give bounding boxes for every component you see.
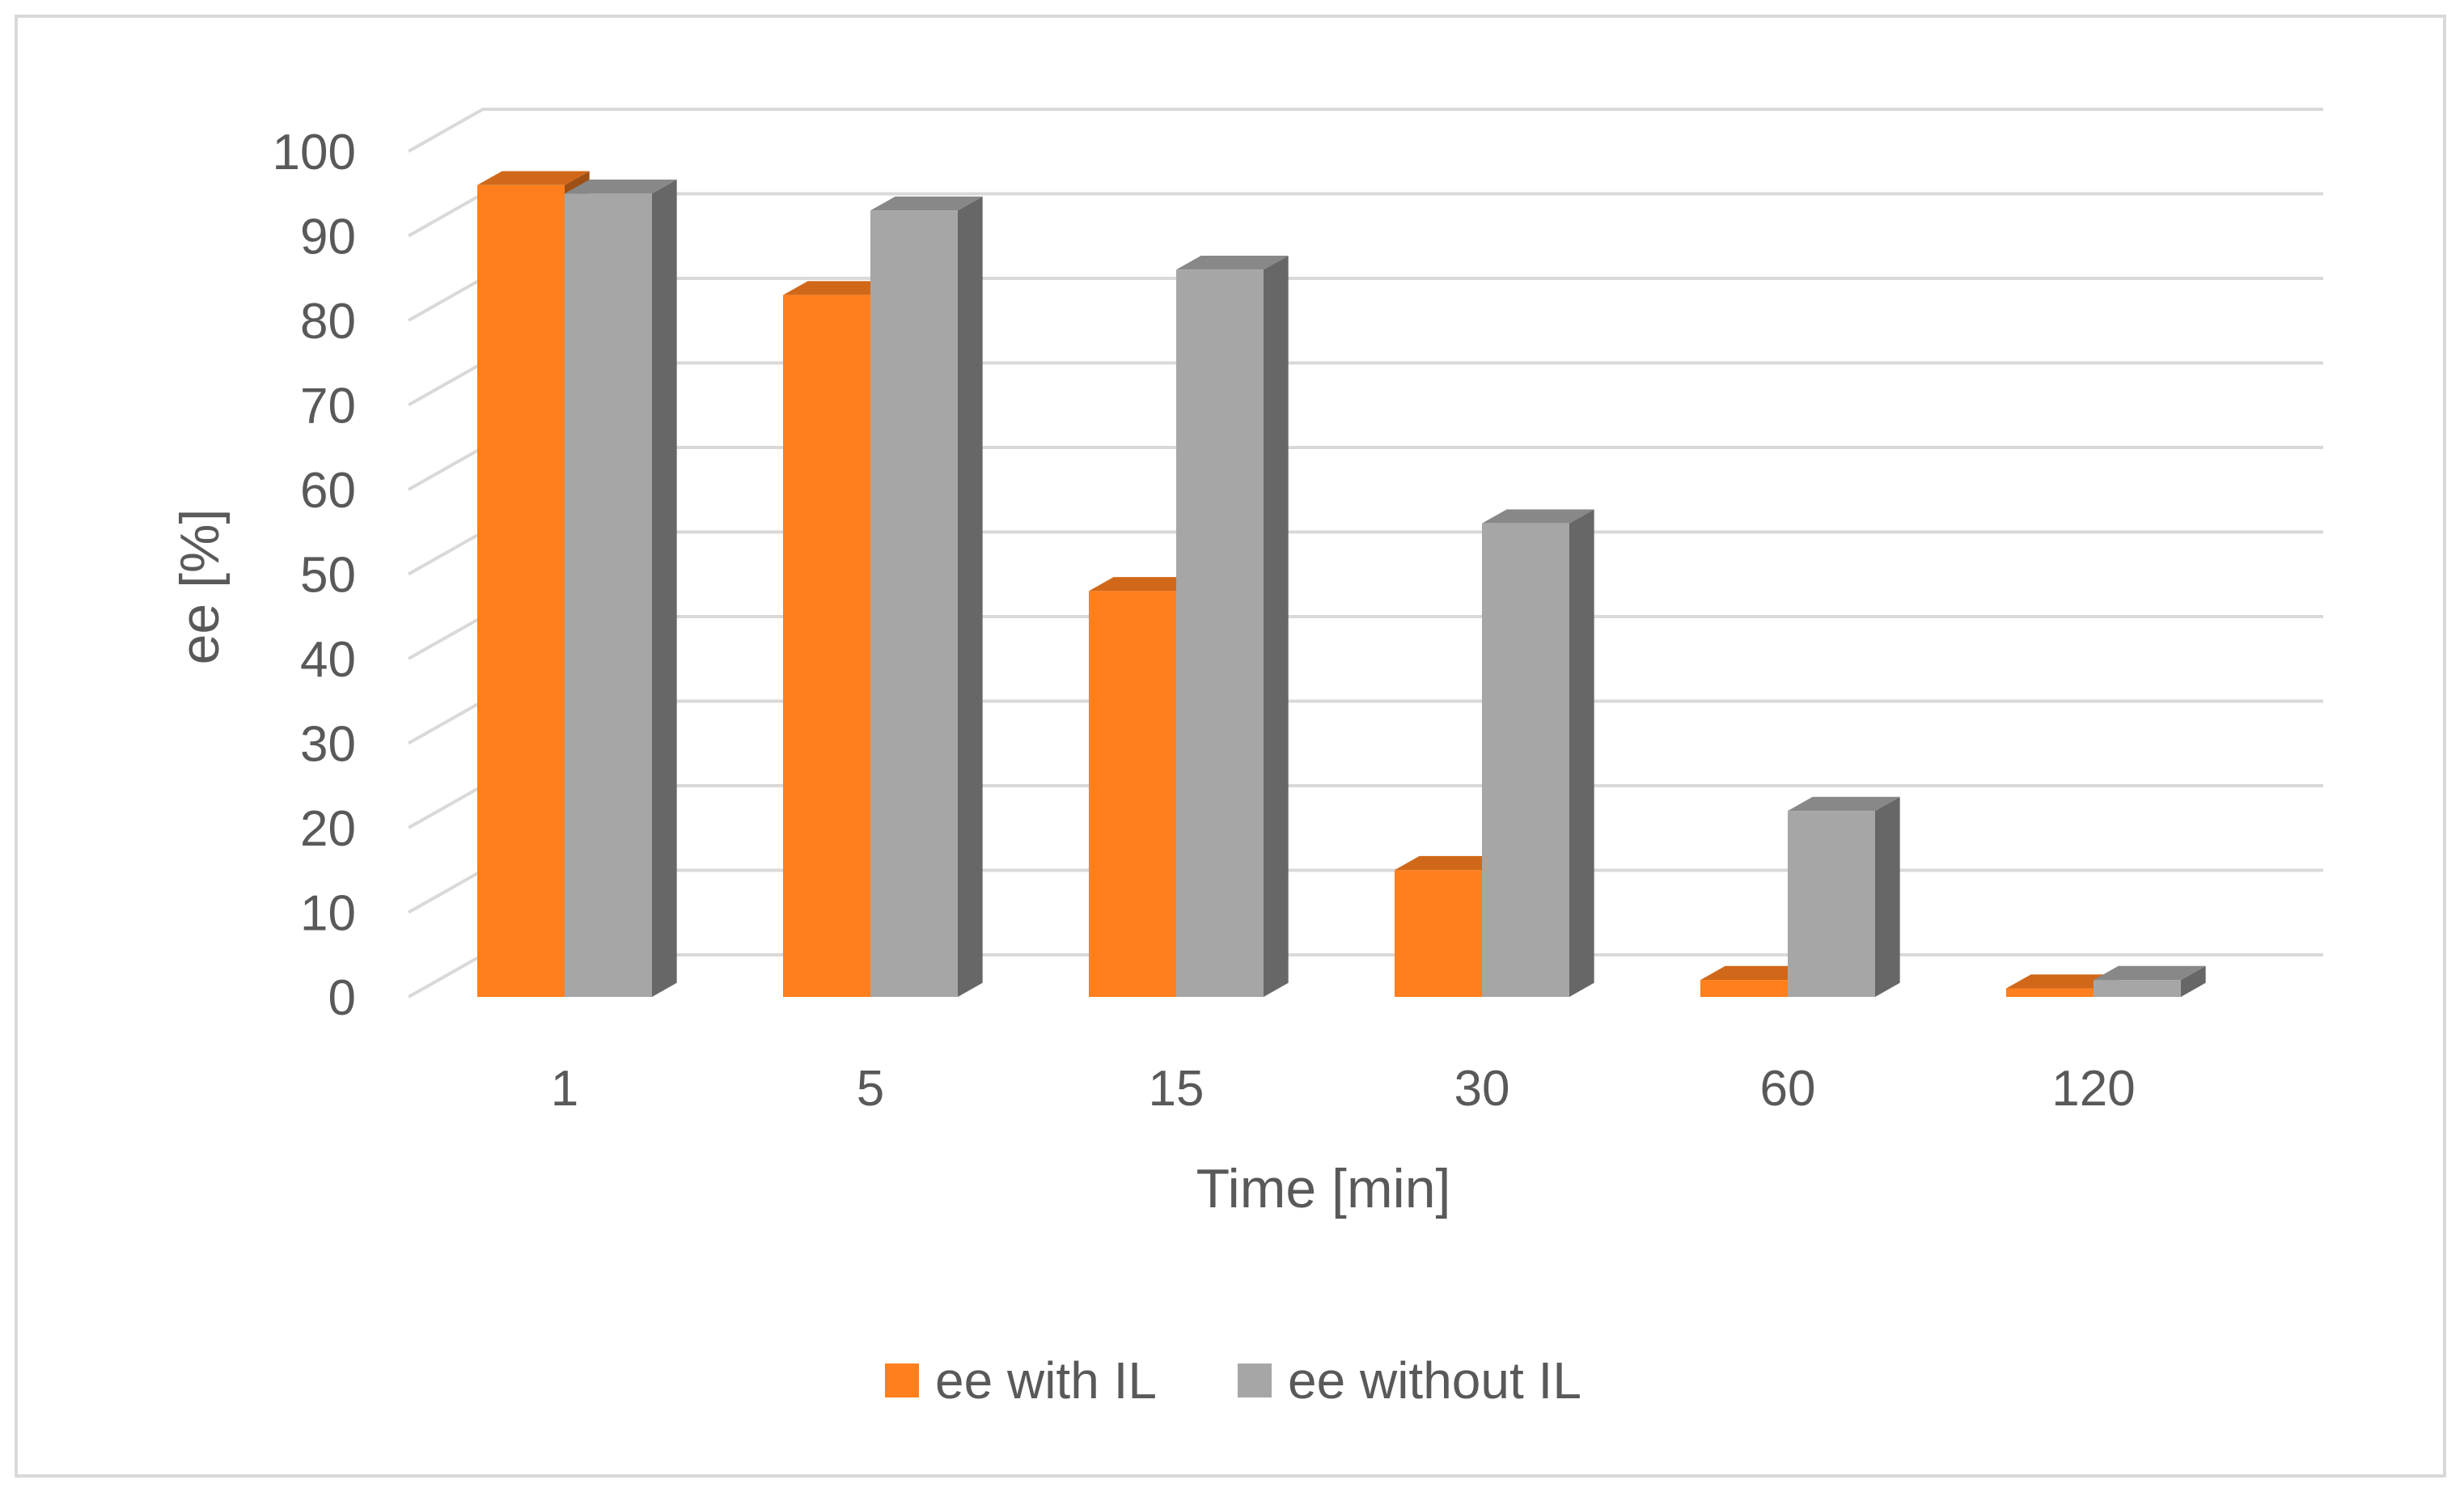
bar-side-face [652, 179, 677, 997]
bar-side-face [1264, 255, 1289, 997]
y-tick-label: 30 [300, 717, 356, 773]
y-tick-label: 20 [300, 801, 356, 857]
x-tick-label: 1 [551, 1061, 578, 1117]
bar-top-face [1089, 577, 1201, 592]
x-tick-label: 60 [1760, 1061, 1816, 1117]
gridline [408, 446, 2323, 491]
bar-top-face [477, 171, 590, 185]
bar-front-face [783, 295, 870, 997]
y-axis-ticks: 0 10 20 30 40 50 60 70 80 90 100 [273, 125, 356, 1026]
bar-front-face [1089, 591, 1176, 997]
gridline [408, 192, 2323, 238]
gridline [408, 277, 2323, 322]
x-axis-ticks: 1 5 15 30 60 120 [551, 1061, 2136, 1117]
bar [2094, 965, 2206, 997]
x-tick-label: 120 [2051, 1061, 2135, 1117]
legend-label: ee without IL [1288, 1351, 1581, 1410]
bar-front-face [1395, 870, 1482, 997]
legend-item: ee without IL [1238, 1351, 1581, 1410]
legend-item: ee with IL [885, 1351, 1157, 1410]
bar-front-face [1700, 980, 1788, 997]
legend: ee with IL ee without IL [885, 1351, 1581, 1410]
bar-front-face [870, 210, 958, 997]
gridline [408, 108, 2323, 153]
bar-front-face [1482, 523, 1569, 997]
legend-swatch [1238, 1363, 1272, 1397]
bar [1482, 509, 1594, 997]
bar-top-face [1482, 509, 1594, 524]
x-tick-label: 15 [1149, 1061, 1204, 1117]
bar-front-face [1176, 269, 1264, 997]
bar-side-face [2181, 965, 2206, 997]
bar [1788, 796, 1900, 997]
bar-top-face [2094, 965, 2206, 981]
y-tick-label: 0 [328, 970, 356, 1026]
bar-top-face [1788, 796, 1900, 812]
x-tick-label: 30 [1454, 1061, 1510, 1117]
gridline [408, 868, 2323, 914]
bar-top-face [1700, 965, 1813, 981]
y-tick-label: 80 [300, 294, 356, 350]
bar [565, 179, 677, 997]
bar-front-face [1788, 811, 1875, 997]
bar-front-face [477, 184, 565, 998]
gridline [408, 784, 2323, 829]
y-tick-label: 70 [300, 379, 356, 435]
y-tick-label: 40 [300, 632, 356, 688]
bar-top-face [870, 196, 983, 211]
bar-top-face [1395, 855, 1507, 871]
bar-top-face [1176, 255, 1289, 270]
y-tick-label: 50 [300, 548, 356, 604]
bar-front-face [2006, 988, 2094, 997]
bar-top-face [2006, 974, 2119, 989]
x-axis-title: Time [min] [1196, 1158, 1451, 1219]
gridline [408, 361, 2323, 407]
bar [870, 196, 983, 998]
bars [477, 171, 2206, 998]
legend-label: ee with IL [935, 1351, 1157, 1410]
bar-front-face [565, 193, 652, 997]
bar-top-face [783, 281, 895, 295]
y-tick-label: 100 [273, 125, 356, 180]
y-tick-label: 90 [300, 210, 356, 265]
legend-swatch [885, 1363, 919, 1397]
bar-side-face [1569, 509, 1594, 997]
bar-top-face [565, 179, 677, 194]
gridline [408, 530, 2323, 576]
bar-side-face [1875, 796, 1900, 997]
bar [1176, 255, 1289, 997]
gridline [408, 615, 2323, 660]
bar-front-face [2094, 980, 2181, 997]
y-axis-title: ee [%] [169, 509, 231, 665]
gridlines [408, 108, 2323, 999]
gridline [408, 699, 2323, 745]
bar-side-face [958, 196, 983, 998]
y-tick-label: 60 [300, 463, 356, 519]
y-tick-label: 10 [300, 886, 356, 942]
x-tick-label: 5 [857, 1061, 884, 1117]
